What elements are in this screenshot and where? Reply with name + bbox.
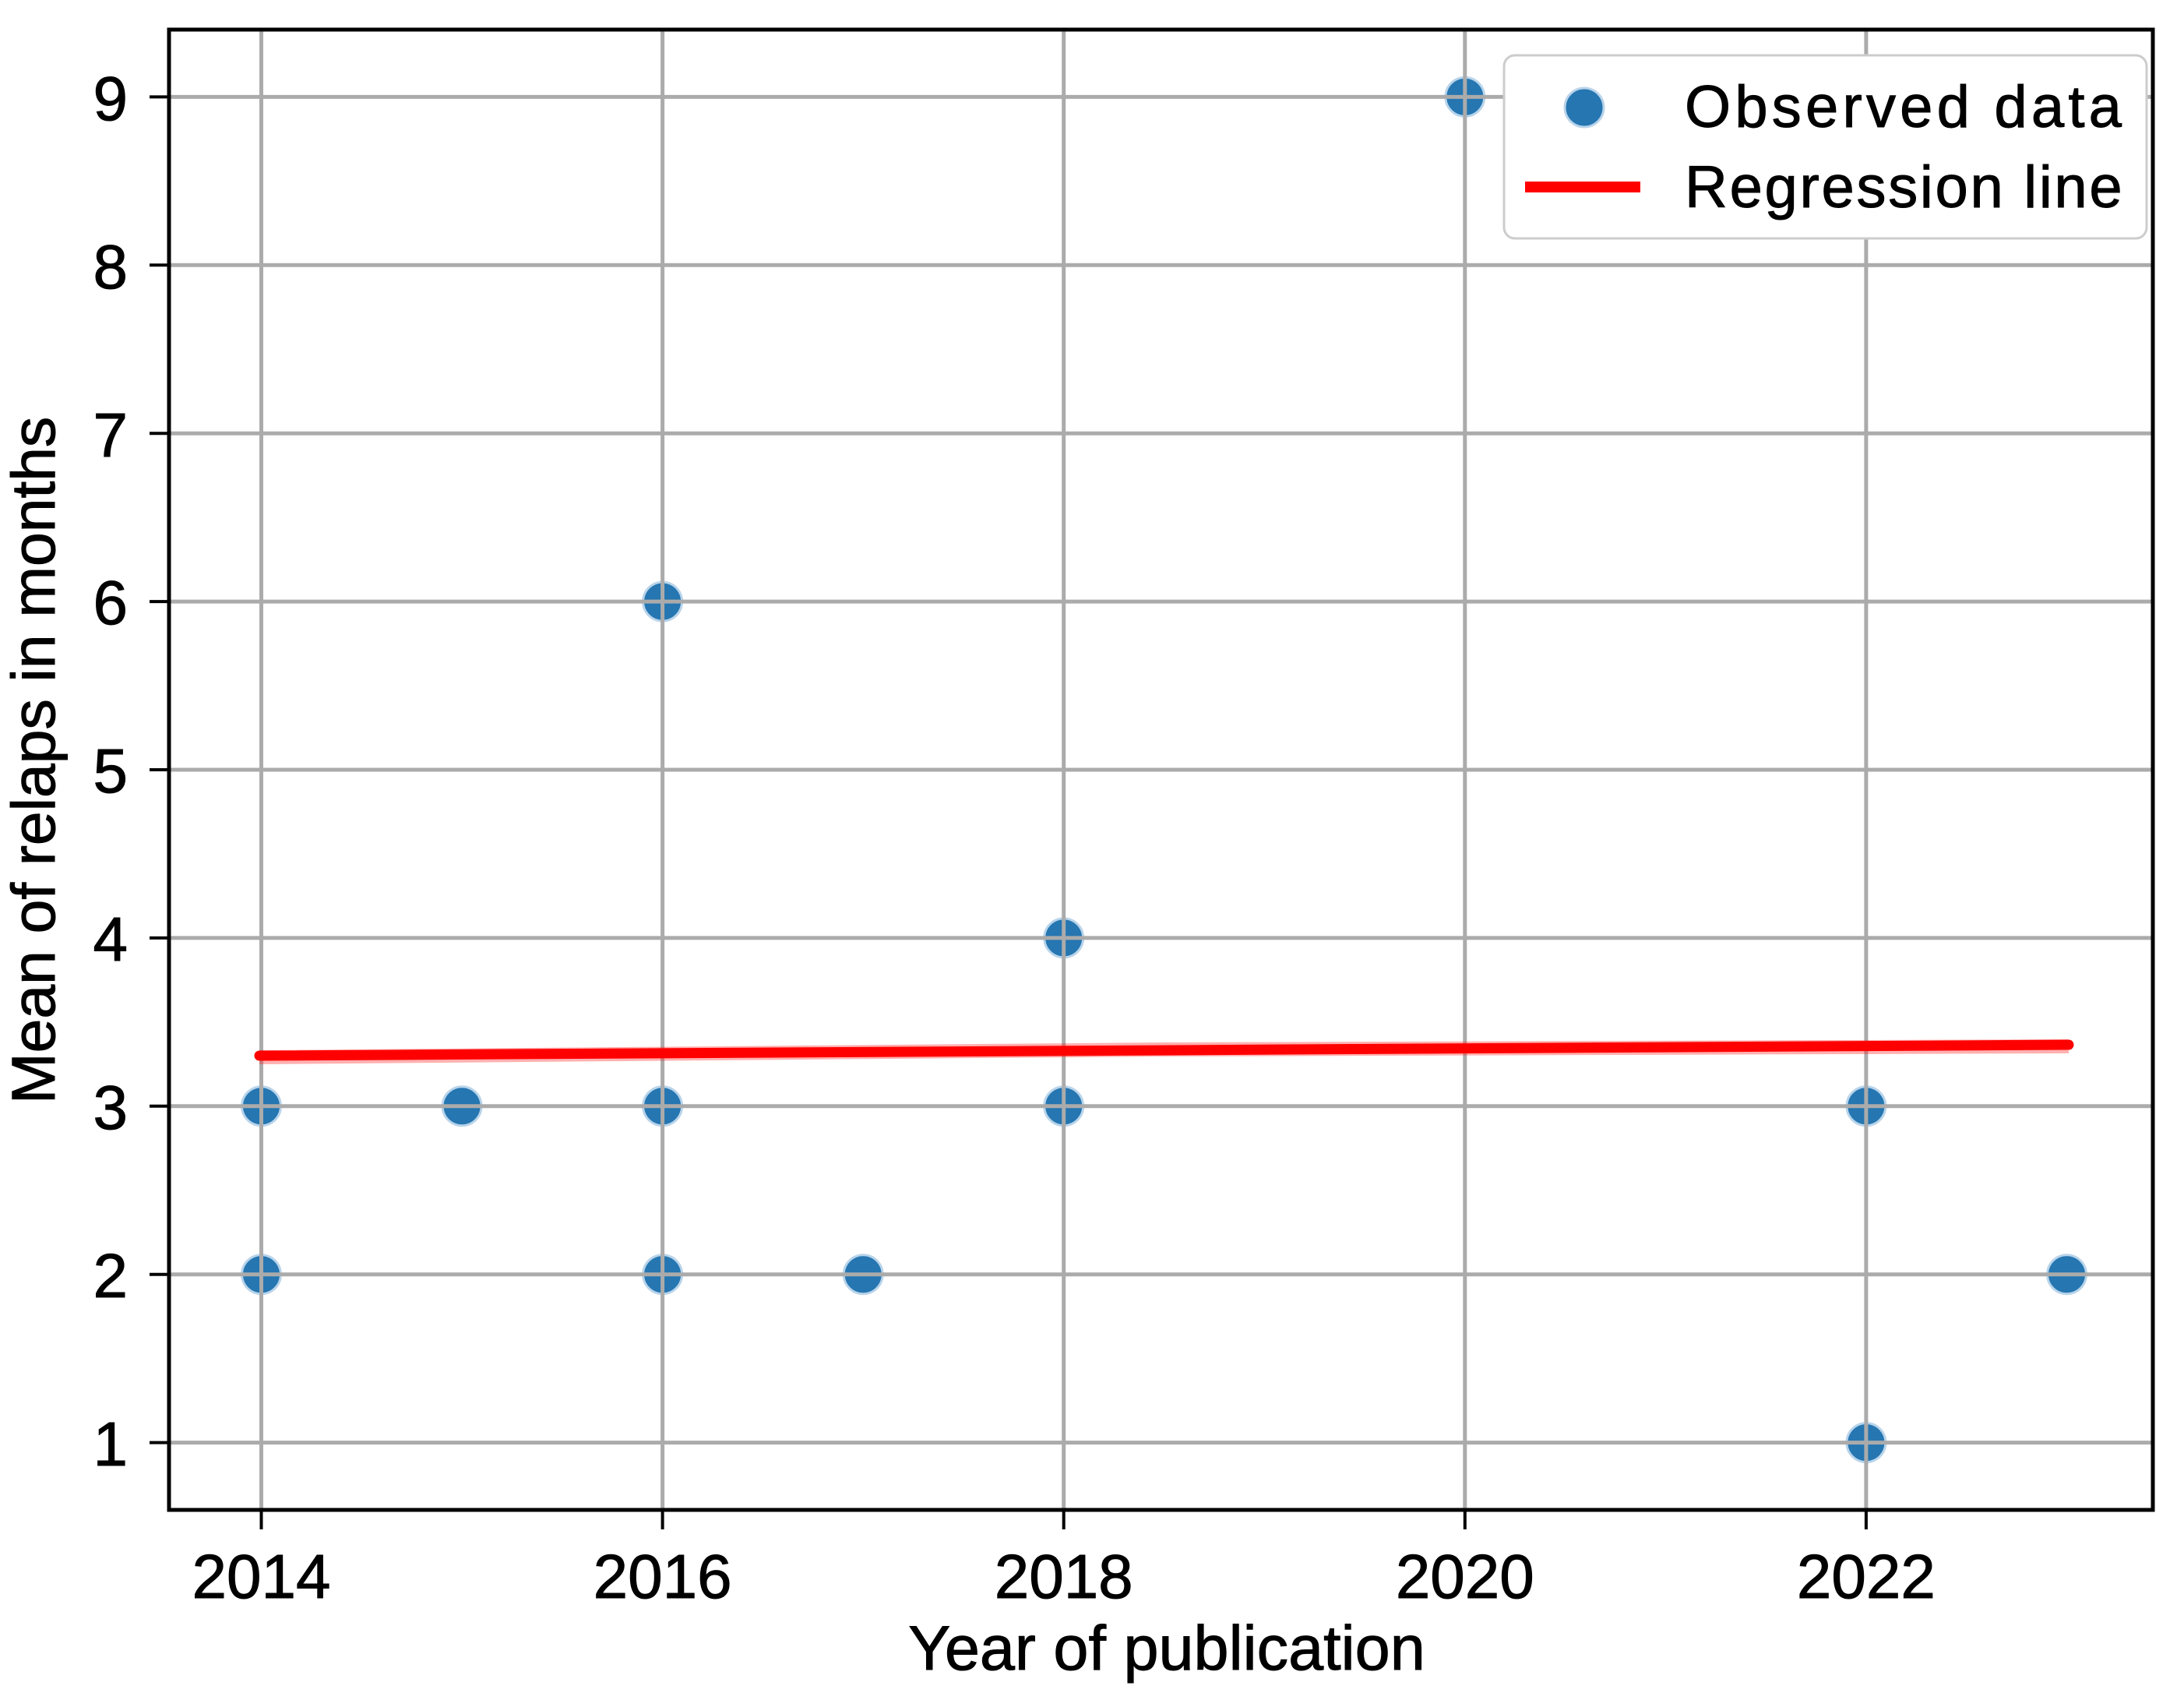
svg-text:Regression line: Regression line	[1685, 154, 2124, 220]
svg-text:2014: 2014	[192, 1542, 331, 1611]
svg-text:9: 9	[93, 64, 129, 133]
svg-text:Year of publication: Year of publication	[908, 1614, 1425, 1684]
svg-text:6: 6	[93, 568, 129, 637]
svg-text:2018: 2018	[995, 1542, 1133, 1611]
svg-text:2022: 2022	[1797, 1542, 1936, 1611]
svg-text:Mean of relaps in months: Mean of relaps in months	[0, 417, 68, 1104]
svg-text:3: 3	[93, 1073, 129, 1142]
svg-text:2: 2	[93, 1241, 129, 1310]
svg-text:Observed data: Observed data	[1685, 74, 2126, 140]
svg-text:2020: 2020	[1396, 1542, 1534, 1611]
svg-text:1: 1	[93, 1409, 129, 1479]
svg-text:7: 7	[93, 400, 129, 470]
svg-text:2016: 2016	[594, 1542, 732, 1611]
svg-text:5: 5	[93, 736, 129, 806]
svg-text:8: 8	[93, 232, 129, 302]
svg-text:4: 4	[93, 905, 129, 974]
